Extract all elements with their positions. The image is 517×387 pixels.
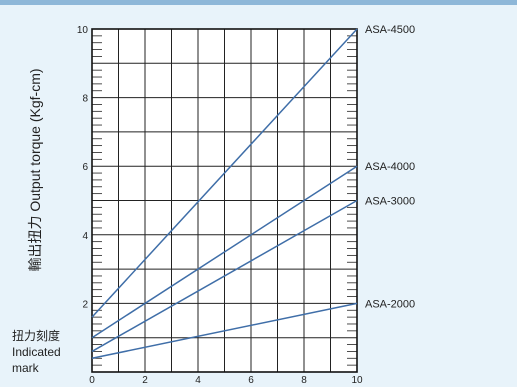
grid [91, 28, 358, 373]
tick-labels: 0 2 4 6 8 10 2 4 6 8 10 [77, 25, 363, 386]
y-tick-label: 2 [82, 299, 88, 310]
x-axis-label-line-1: 扭力刻度 [12, 328, 60, 343]
y-tick-label: 6 [82, 162, 88, 173]
x-tick-label: 0 [89, 375, 95, 386]
x-tick-label: 2 [142, 375, 148, 386]
series-labels: ASA-4500 ASA-4000 ASA-3000 ASA-2000 [365, 24, 415, 310]
series-line [91, 199, 358, 353]
series-label: ASA-3000 [365, 196, 415, 208]
y-tick-label: 4 [82, 231, 88, 242]
x-tick-label: 8 [301, 375, 307, 386]
series-lines [91, 28, 358, 360]
x-tick-label: 10 [351, 375, 363, 386]
series-line [91, 165, 358, 339]
series-label: ASA-2000 [365, 298, 415, 310]
x-axis-label-line-2: Indicated [12, 345, 61, 359]
series-line [91, 302, 358, 360]
x-axis-label-line-3: mark [12, 361, 40, 375]
series-line [91, 28, 358, 318]
x-tick-label: 4 [195, 375, 201, 386]
x-tick-label: 6 [248, 375, 254, 386]
y-axis-label: 輸出扭力 Output torque (Kgf-cm) [27, 68, 43, 271]
series-label: ASA-4000 [365, 161, 415, 173]
y-tick-label: 10 [77, 25, 89, 36]
top-border [0, 0, 517, 5]
series-label: ASA-4500 [365, 24, 415, 36]
y-tick-label: 8 [82, 94, 88, 105]
